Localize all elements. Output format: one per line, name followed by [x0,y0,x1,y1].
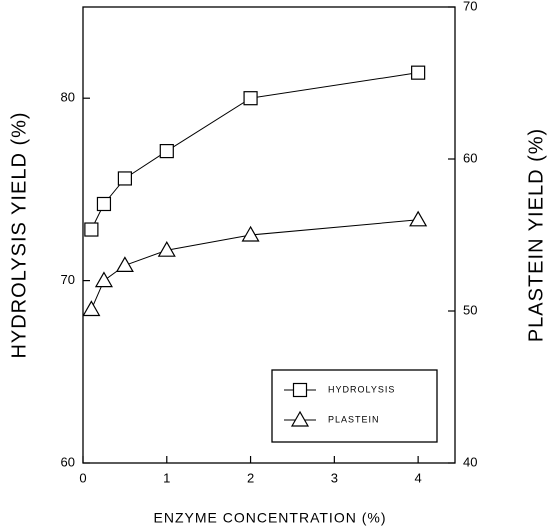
plot-frame [82,6,456,464]
data-point [157,240,176,257]
x-tick-label: 4 [415,470,422,485]
data-point [115,256,134,272]
y2-tick-label: 50 [463,302,477,317]
legend-box [271,369,438,443]
y-axis-title: HYDROLYSIS YIELD (%) [8,111,30,358]
y2-tick-label: 60 [463,150,477,165]
legend-label: HYDROLYSIS [328,384,395,394]
legend-marker [290,410,310,427]
y-tick-label: 70 [61,272,75,287]
y-tick-label: 60 [61,454,75,469]
data-point [84,222,99,237]
y-tick-label: 80 [61,90,75,105]
data-point [241,225,260,242]
y2-tick-label: 40 [463,454,477,469]
data-point [411,65,426,80]
legend-marker [292,382,308,398]
data-point [243,91,258,106]
x-tick-label: 0 [79,470,86,485]
legend-label: PLASTEIN [328,414,380,424]
x-tick-label: 1 [163,470,170,485]
x-tick-label: 3 [331,470,338,485]
data-point [409,210,428,227]
data-point [117,171,132,186]
x-axis-title: ENZYME CONCENTRATION (%) [154,510,387,526]
y2-axis-title: PLASTEIN YIELD (%) [525,128,547,342]
data-point [159,143,174,159]
y2-tick-label: 70 [463,0,477,13]
x-tick-label: 2 [247,470,254,485]
data-point [96,196,112,212]
data-point [94,271,113,288]
data-point [82,300,101,317]
